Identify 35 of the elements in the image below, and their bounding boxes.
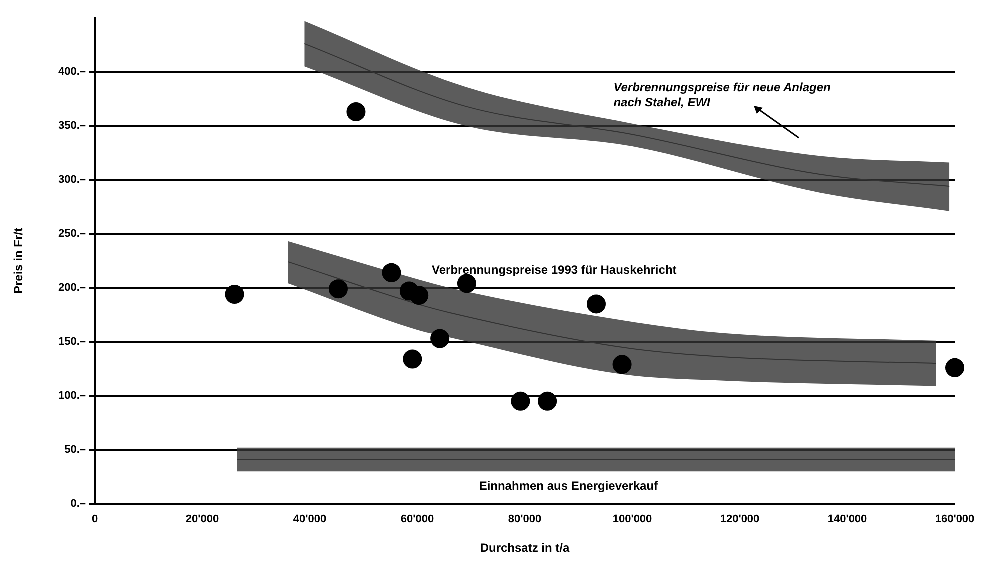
point [403, 350, 422, 369]
x-tick-label: 100'000 [612, 514, 652, 526]
point [328, 280, 348, 299]
point [946, 358, 964, 378]
y-tick-label: 150.– [58, 336, 86, 348]
y-tick-label: 0.– [70, 498, 86, 510]
y-tick-label: 250.– [58, 228, 86, 240]
x-tick-label: 40'000 [293, 514, 327, 526]
x-tick-label: 160'000 [935, 514, 975, 526]
y-tick-label: 200.– [58, 282, 86, 294]
point [346, 102, 366, 122]
y-tick-label: 300.– [58, 174, 86, 186]
point [225, 284, 244, 304]
x-axis-title: Durchsatz in t/a [480, 541, 570, 556]
point [382, 263, 402, 282]
x-tick-label: 20'000 [186, 514, 220, 526]
y-tick-label: 100.– [58, 390, 86, 402]
x-tick-label: 140'000 [828, 514, 868, 526]
point [586, 294, 606, 314]
y-tick-label: 350.– [58, 120, 86, 132]
point [538, 392, 558, 411]
text: Verbrennungspreise 1993 für Hauskehricht [432, 263, 677, 278]
x-tick-label: 60'000 [400, 514, 434, 526]
point [410, 286, 429, 306]
x-tick-label: 80'000 [508, 514, 542, 526]
x-tick-label: 120'000 [720, 514, 760, 526]
point [612, 355, 632, 374]
y-tick-label: 50.– [64, 444, 86, 456]
point [430, 329, 450, 348]
series-label: Einnahmen aus Energieverkauf [479, 479, 660, 494]
point [511, 392, 530, 411]
y-axis-title: Preis in Fr/t [12, 228, 26, 294]
x-tick-label: 0 [92, 514, 98, 526]
y-tick-label: 400.– [58, 66, 86, 78]
series-label: Verbrennungspreise für neue Anlagen nach Stahel, EWI [614, 80, 831, 110]
